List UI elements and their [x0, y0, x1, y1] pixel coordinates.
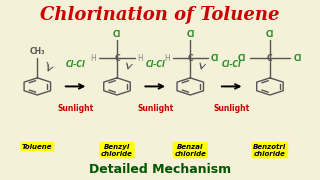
Text: Benzyl
chloride: Benzyl chloride [101, 144, 133, 157]
Text: C: C [188, 54, 193, 63]
Text: Cl: Cl [293, 54, 302, 63]
Text: Cl: Cl [211, 54, 219, 63]
Text: Cl: Cl [266, 30, 274, 39]
Text: H: H [164, 54, 170, 63]
Text: Chlorination of Toluene: Chlorination of Toluene [40, 6, 280, 24]
Text: Detailed Mechanism: Detailed Mechanism [89, 163, 231, 176]
Text: Benzal
chloride: Benzal chloride [174, 144, 206, 157]
Text: Sunlight: Sunlight [213, 104, 250, 113]
Text: Cl-Cl: Cl-Cl [145, 60, 165, 69]
Text: Toluene: Toluene [22, 144, 52, 150]
Text: CH₃: CH₃ [29, 47, 45, 56]
Text: Cl-Cl: Cl-Cl [222, 60, 242, 69]
Text: C: C [267, 54, 273, 63]
Text: Sunlight: Sunlight [137, 104, 173, 113]
Text: H: H [138, 54, 143, 63]
Text: Benzotri
chloride: Benzotri chloride [253, 144, 286, 157]
Text: Cl: Cl [238, 54, 246, 63]
Text: C: C [114, 54, 120, 63]
Text: Sunlight: Sunlight [58, 104, 94, 113]
Text: Cl-Cl: Cl-Cl [66, 60, 85, 69]
Text: Cl: Cl [186, 30, 194, 39]
Text: Cl: Cl [113, 30, 121, 39]
Text: H: H [91, 54, 96, 63]
